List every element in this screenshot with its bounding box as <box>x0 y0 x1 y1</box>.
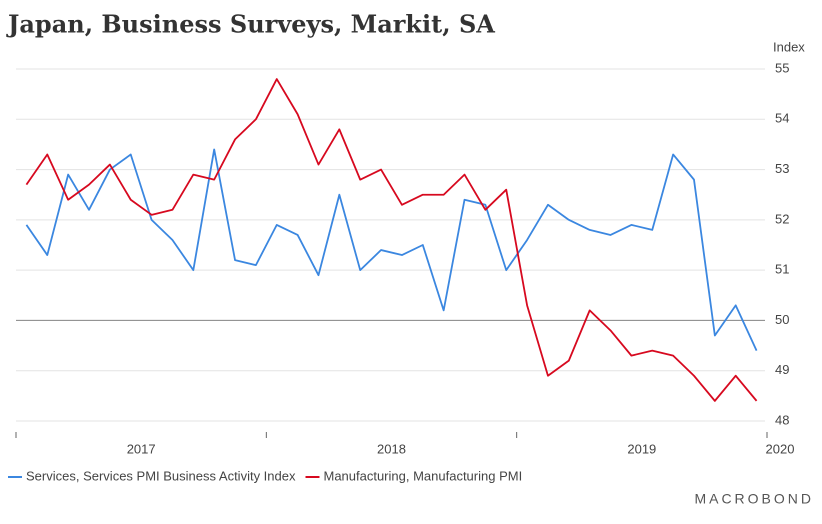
y-tick-label: 48 <box>775 412 789 427</box>
x-tick-label: 2019 <box>627 441 656 456</box>
y-tick-label: 53 <box>775 161 789 176</box>
y-tick-label: 55 <box>775 60 789 75</box>
y-axis-label: Index <box>773 39 805 54</box>
y-tick-label: 49 <box>775 362 789 377</box>
series-line <box>25 78 758 402</box>
y-tick-label: 50 <box>775 312 789 327</box>
chart-title: Japan, Business Surveys, Markit, SA <box>6 10 495 39</box>
series-line <box>25 148 758 351</box>
x-tick-label: 2018 <box>377 441 406 456</box>
y-tick-label: 52 <box>775 211 789 226</box>
y-tick-label: 54 <box>775 111 789 126</box>
x-tick-label: 2017 <box>127 441 156 456</box>
y-tick-label: 51 <box>775 262 789 277</box>
x-tick-label: 2020 <box>766 441 795 456</box>
source: MACROBOND <box>694 491 814 507</box>
legend-label: Manufacturing, Manufacturing PMI <box>323 468 522 483</box>
legend-label: Services, Services PMI Business Activity… <box>26 468 296 483</box>
